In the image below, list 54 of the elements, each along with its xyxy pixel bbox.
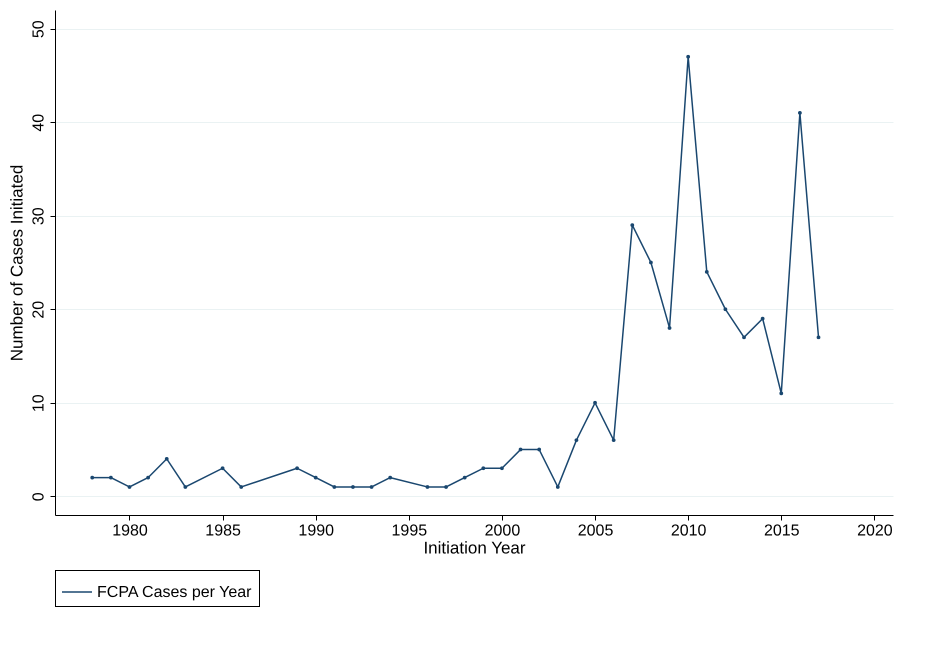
y-tick-label: 30: [30, 207, 48, 226]
point: [220, 466, 224, 470]
y-tick-label: 10: [30, 394, 48, 412]
point: [537, 448, 542, 452]
y-tick-label: 40: [30, 114, 48, 132]
point: [742, 335, 746, 340]
y-tick-label: 20: [30, 300, 48, 319]
point: [686, 54, 690, 59]
point: [444, 485, 448, 489]
point: [183, 485, 188, 489]
point: [630, 223, 634, 227]
point: [612, 438, 616, 442]
x-tick-label: 1990: [298, 522, 334, 540]
point: [724, 307, 728, 312]
point: [239, 485, 244, 489]
x-tick-label: 1995: [392, 522, 428, 540]
x-tick-label: 2015: [764, 522, 800, 540]
point: [649, 260, 653, 264]
x-tick-label: 2020: [857, 522, 893, 540]
point: [351, 485, 355, 489]
point: [164, 457, 169, 461]
point: [332, 485, 336, 489]
y-tick-label: 50: [30, 20, 48, 38]
x-axis-title: Initiation Year: [423, 538, 526, 558]
point: [462, 476, 467, 480]
point: [500, 466, 504, 470]
point: [574, 438, 578, 442]
point: [760, 316, 765, 320]
x-tick-label: 1985: [205, 522, 241, 540]
point: [314, 476, 318, 480]
x-tick-label: 2010: [670, 522, 707, 540]
y-tick-label: 0: [30, 492, 48, 502]
legend-label: FCPA Cases per Year: [97, 584, 252, 601]
point: [518, 448, 522, 452]
point: [370, 485, 374, 489]
point: [388, 476, 392, 480]
point: [668, 326, 672, 330]
point: [90, 476, 94, 480]
point: [816, 335, 820, 340]
x-tick-label: 2000: [484, 522, 520, 540]
point: [481, 466, 486, 470]
x-tick-label: 1980: [112, 522, 148, 540]
point: [426, 485, 430, 489]
point: [593, 400, 597, 405]
point: [556, 485, 560, 489]
point: [798, 111, 802, 115]
y-axis-title: Number of Cases Initiated: [8, 164, 26, 362]
x-tick-label: 2005: [578, 522, 614, 540]
point: [295, 466, 299, 470]
point: [779, 392, 784, 396]
point: [146, 476, 150, 480]
point: [128, 485, 132, 489]
point: [704, 270, 709, 274]
point: [108, 476, 113, 480]
